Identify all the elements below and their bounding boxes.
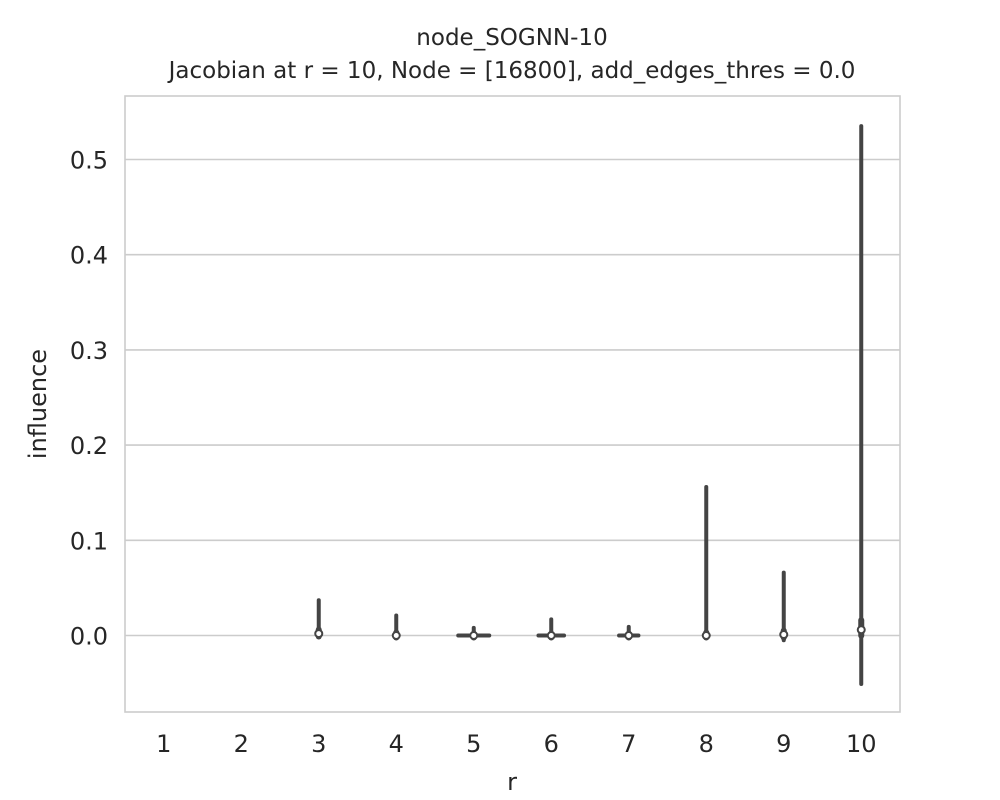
x-tick-label-4: 4 bbox=[389, 730, 404, 758]
y-axis-label: influence bbox=[24, 349, 52, 459]
violin-r-10 bbox=[856, 124, 866, 687]
y-tick-label-0.1: 0.1 bbox=[70, 527, 108, 555]
violin-median-r-4 bbox=[391, 631, 401, 640]
violin-r-6 bbox=[536, 617, 567, 641]
violin-marks bbox=[314, 124, 866, 687]
x-tick-label-7: 7 bbox=[621, 730, 636, 758]
y-tick-label-0.4: 0.4 bbox=[70, 242, 108, 270]
violin-r-3 bbox=[314, 598, 324, 640]
x-tick-label-9: 9 bbox=[776, 730, 791, 758]
violin-median-r-8 bbox=[701, 631, 711, 640]
x-tick-label-3: 3 bbox=[311, 730, 326, 758]
y-tick-label-0.3: 0.3 bbox=[70, 337, 108, 365]
violin-median-r-10 bbox=[856, 625, 866, 635]
violin-r-4 bbox=[391, 613, 401, 641]
violin-median-r-7 bbox=[624, 631, 634, 640]
y-tick-label-0.0: 0.0 bbox=[70, 623, 108, 651]
violin-r-5 bbox=[456, 625, 492, 641]
chart-subtitle: Jacobian at r = 10, Node = [16800], add_… bbox=[167, 58, 856, 84]
y-tick-label-0.5: 0.5 bbox=[70, 147, 108, 175]
violin-median-r-9 bbox=[779, 630, 789, 640]
violin-median-r-6 bbox=[546, 631, 556, 640]
x-axis-label: r bbox=[507, 768, 517, 796]
x-tick-label-8: 8 bbox=[699, 730, 714, 758]
x-tick-label-2: 2 bbox=[234, 730, 249, 758]
x-tick-label-6: 6 bbox=[544, 730, 559, 758]
plot-frame bbox=[124, 95, 901, 713]
violin-r-9 bbox=[779, 570, 789, 643]
y-tick-label-0.2: 0.2 bbox=[70, 432, 108, 460]
violin-median-r-5 bbox=[469, 631, 479, 640]
violin-r-7 bbox=[617, 624, 641, 641]
y-tick-labels: 0.0 0.1 0.2 0.3 0.4 0.5 bbox=[70, 147, 108, 651]
violin-median-r-3 bbox=[314, 629, 324, 639]
x-tick-labels: 1 2 3 4 5 6 7 8 9 10 bbox=[156, 730, 876, 758]
chart-title: node_SOGNN-10 bbox=[416, 25, 607, 51]
y-gridlines bbox=[125, 158, 900, 637]
x-tick-label-1: 1 bbox=[156, 730, 171, 758]
x-tick-label-5: 5 bbox=[466, 730, 481, 758]
x-tick-label-10: 10 bbox=[846, 730, 877, 758]
violin-r-8 bbox=[701, 484, 711, 641]
